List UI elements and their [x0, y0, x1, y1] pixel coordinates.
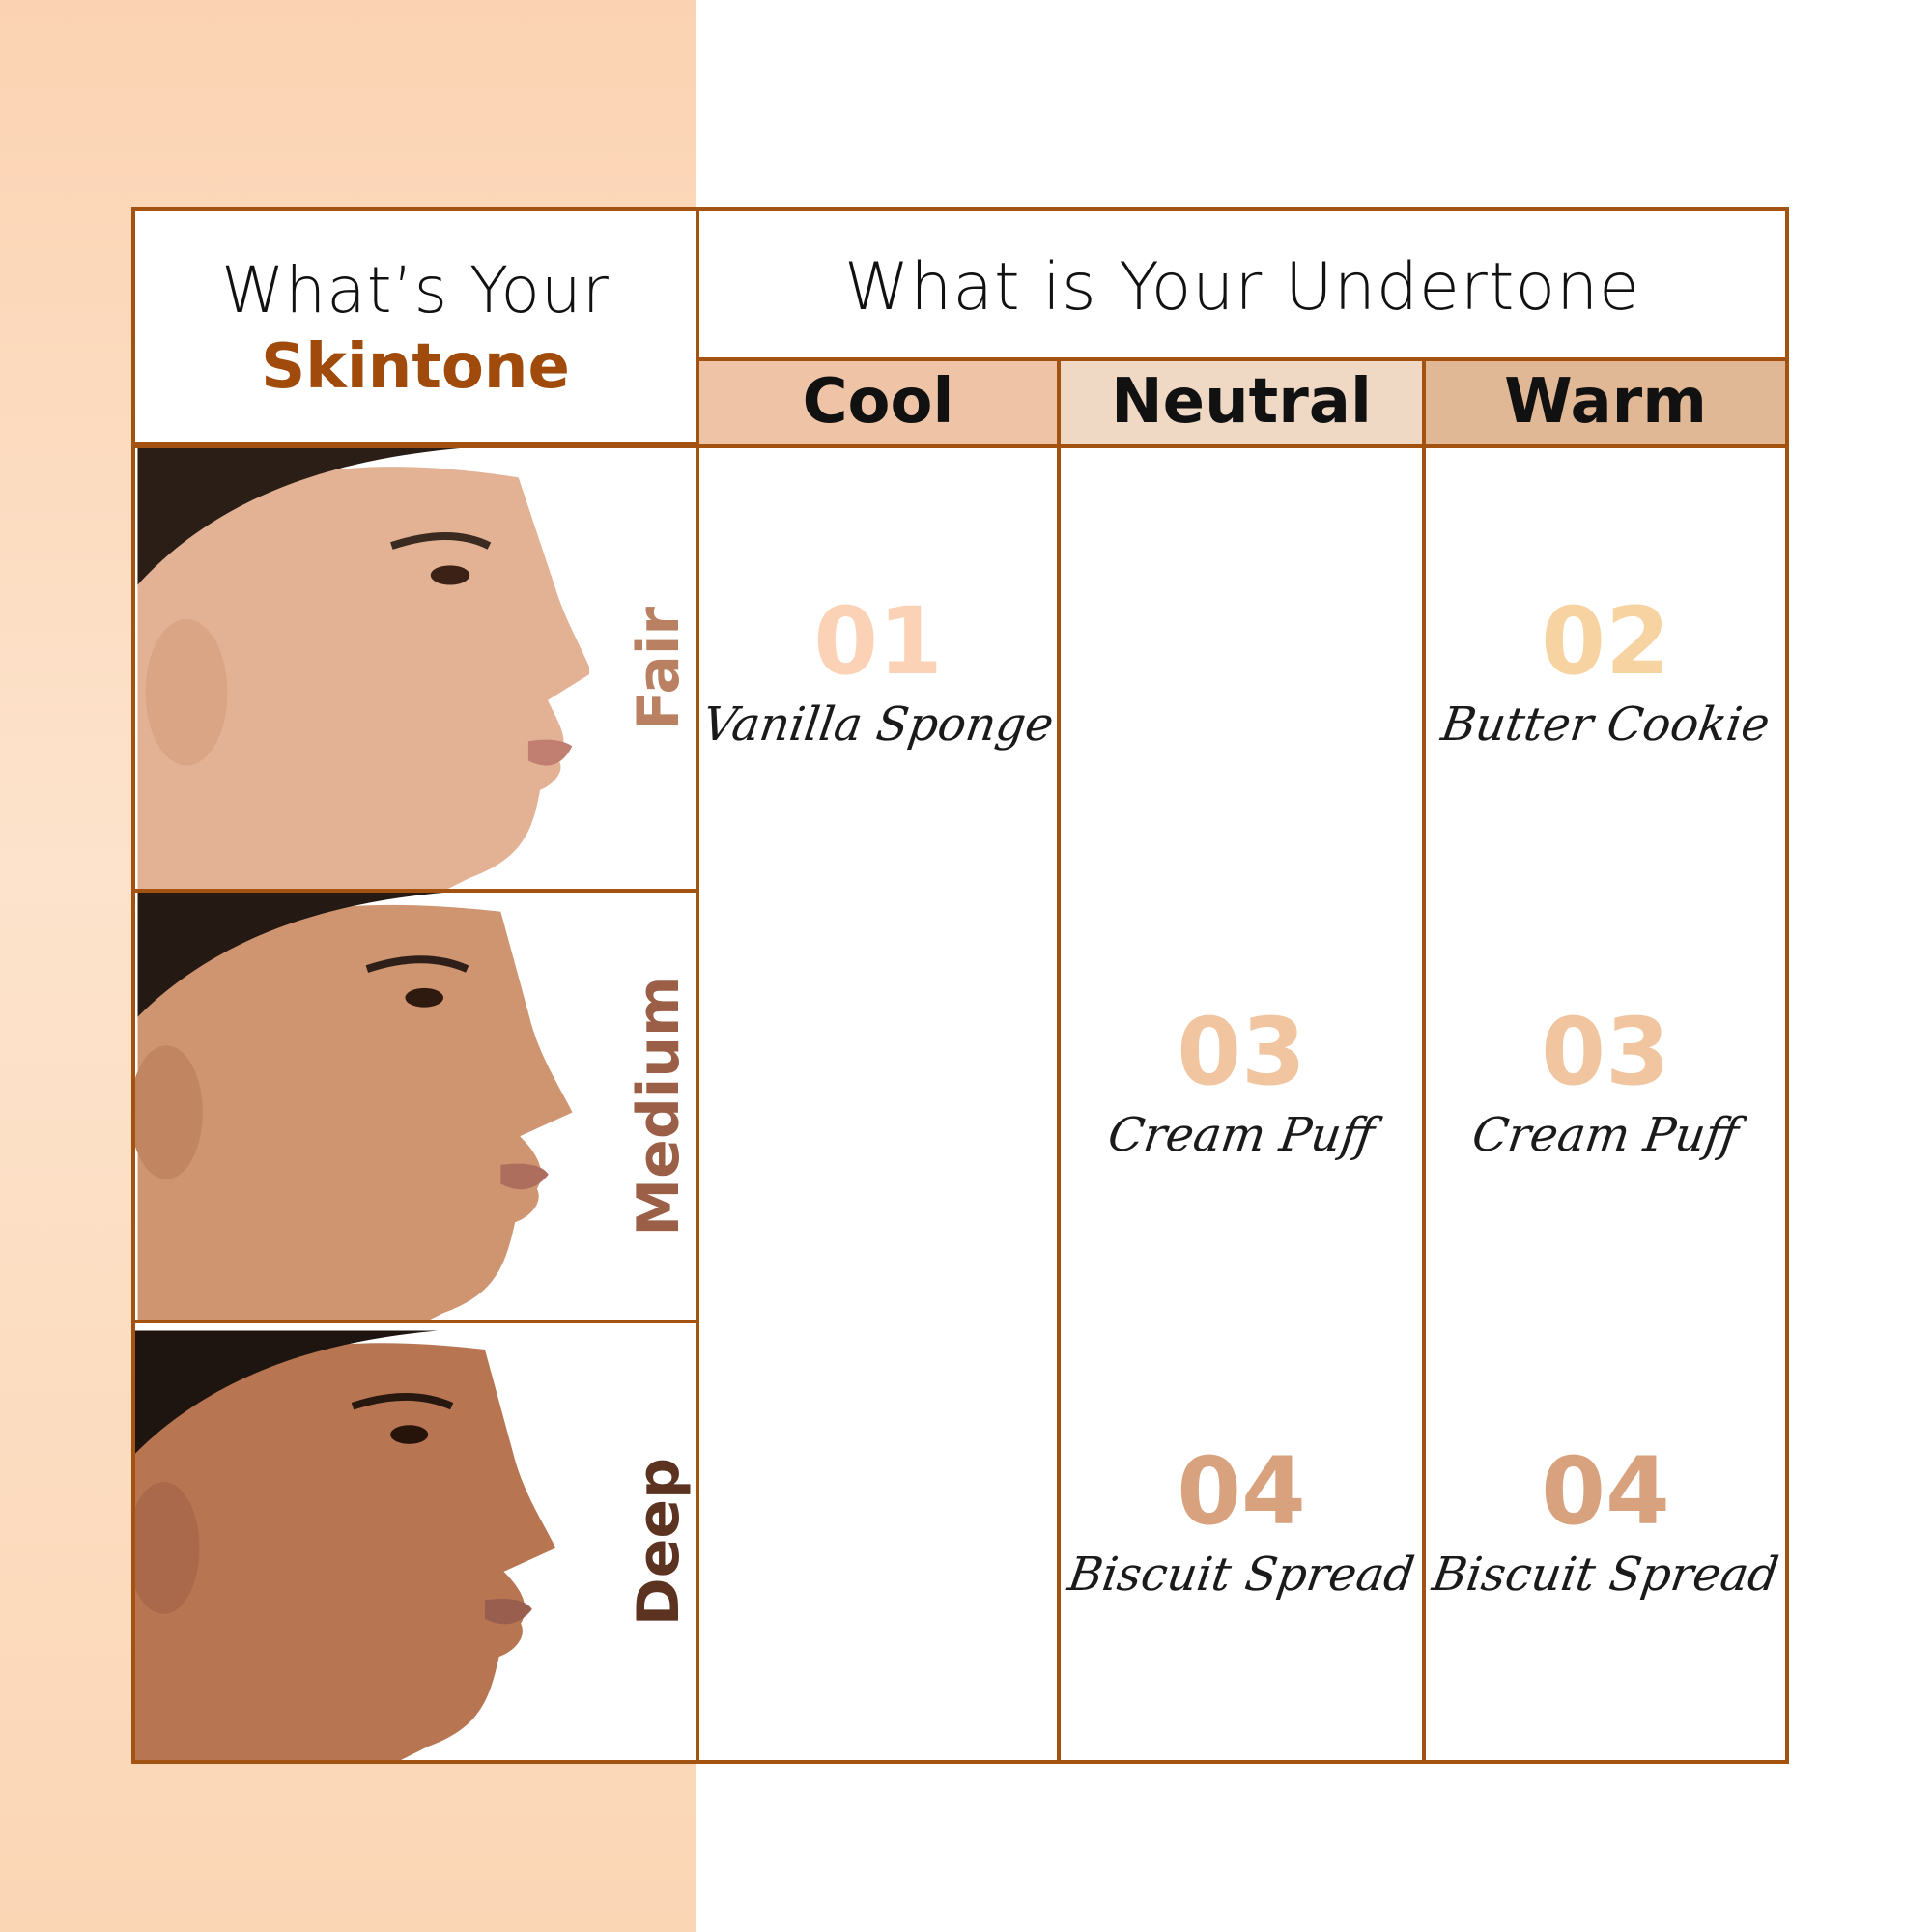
column-header-warm: Warm: [1422, 357, 1789, 448]
undertone-header: What is Your Undertone: [696, 207, 1789, 361]
skintone-row-deep: Deep: [131, 1320, 699, 1764]
shade-number: 04: [1541, 1437, 1670, 1546]
undertone-title: What is Your Undertone: [843, 249, 1641, 326]
shade-warm-deep: 04 Biscuit Spread: [1426, 1443, 1785, 1604]
skintone-label-fair: Fair: [625, 606, 693, 731]
shade-number: 03: [1177, 998, 1306, 1106]
shade-name: Butter Cookie: [1437, 697, 1774, 752]
shade-cool-fair: 01 Vanilla Sponge: [699, 593, 1057, 753]
skintone-row-medium: Medium: [131, 889, 699, 1323]
skintone-header: What’s Your Skintone: [131, 207, 699, 446]
shade-name: Cream Puff: [1104, 1108, 1378, 1162]
shade-neutral-deep: 04 Biscuit Spread: [1061, 1443, 1422, 1604]
skintone-label-deep: Deep: [625, 1457, 693, 1627]
shade-warm-fair: 02 Butter Cookie: [1426, 593, 1785, 753]
column-header-cool: Cool: [696, 357, 1061, 448]
column-warm: 02 Butter Cookie 03 Cream Puff 04 Biscui…: [1422, 444, 1789, 1764]
column-header-neutral: Neutral: [1057, 357, 1426, 448]
face-medium-image: [135, 893, 573, 1320]
shade-warm-medium: 03 Cream Puff: [1426, 1004, 1785, 1164]
column-neutral: 03 Cream Puff 04 Biscuit Spread: [1057, 444, 1426, 1764]
column-cool: 01 Vanilla Sponge: [696, 444, 1061, 1764]
shade-number: 04: [1177, 1437, 1306, 1546]
face-deep-image: [135, 1330, 556, 1760]
skintone-row-fair: Fair: [131, 444, 699, 893]
shade-number: 02: [1541, 587, 1670, 696]
shade-neutral-medium: 03 Cream Puff: [1061, 1004, 1422, 1164]
shade-name: Biscuit Spread: [1429, 1548, 1782, 1602]
shade-number: 03: [1541, 998, 1670, 1106]
shade-number: 01: [813, 587, 943, 696]
shade-name: Biscuit Spread: [1065, 1548, 1418, 1602]
skintone-label-medium: Medium: [625, 976, 693, 1236]
face-fair-image: [137, 448, 589, 889]
shade-name: Cream Puff: [1468, 1108, 1743, 1162]
skintone-header-line1: What’s Your: [221, 253, 610, 327]
shade-name: Vanilla Sponge: [698, 697, 1058, 752]
skintone-header-line2: Skintone: [261, 331, 570, 403]
